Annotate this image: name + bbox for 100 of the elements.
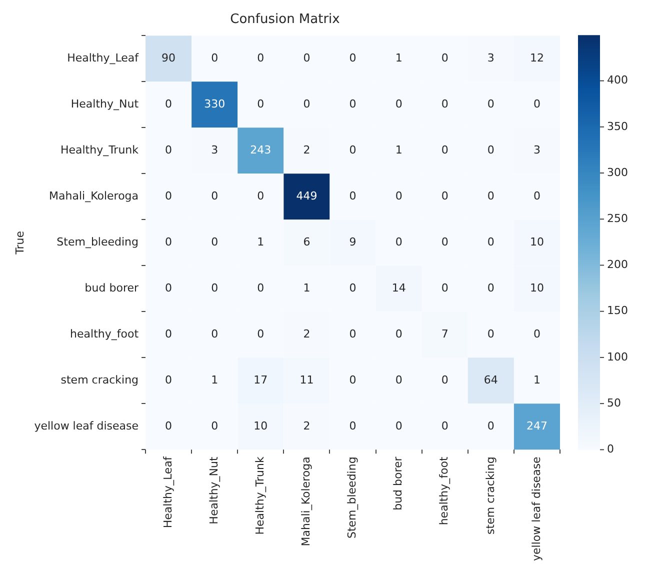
data-label: 0 bbox=[533, 189, 540, 202]
data-label: 0 bbox=[441, 97, 448, 110]
data-label: 1 bbox=[395, 143, 402, 156]
data-label: 0 bbox=[395, 97, 402, 110]
data-label: 0 bbox=[441, 51, 448, 64]
data-label: 0 bbox=[441, 189, 448, 202]
y-tick-label: healthy_foot bbox=[70, 328, 140, 341]
data-label: 90 bbox=[162, 51, 176, 64]
data-label: 247 bbox=[526, 420, 548, 433]
x-tick-label: Healthy_Nut bbox=[207, 456, 220, 524]
data-label: 0 bbox=[395, 236, 402, 248]
data-label: 0 bbox=[165, 282, 172, 295]
color-bar-label: 50 bbox=[607, 396, 621, 410]
data-label: 0 bbox=[349, 374, 356, 387]
x-tick-label: healthy_foot bbox=[438, 456, 451, 526]
data-label: 0 bbox=[349, 97, 356, 110]
data-label: 1 bbox=[395, 51, 402, 64]
data-label: 0 bbox=[257, 97, 264, 110]
color-bar-label: 350 bbox=[607, 120, 628, 133]
x-tick-label: bud borer bbox=[392, 456, 405, 510]
data-label: 6 bbox=[303, 236, 310, 248]
data-label: 14 bbox=[392, 282, 406, 295]
data-label: 0 bbox=[349, 328, 356, 341]
data-label: 0 bbox=[165, 328, 172, 341]
data-label: 0 bbox=[441, 143, 448, 156]
data-label: 0 bbox=[165, 143, 172, 156]
data-label: 0 bbox=[487, 282, 494, 295]
data-label: 10 bbox=[530, 282, 544, 295]
data-label: 2 bbox=[303, 143, 310, 156]
color-bar-label: 400 bbox=[607, 74, 628, 87]
color-bar-label: 100 bbox=[607, 350, 628, 364]
data-label: 0 bbox=[211, 328, 218, 341]
color-bar-label: 250 bbox=[607, 212, 628, 225]
y-tick-label: bud borer bbox=[84, 282, 139, 295]
data-label: 3 bbox=[487, 51, 494, 64]
data-label: 12 bbox=[530, 51, 544, 64]
data-label: 0 bbox=[165, 374, 172, 387]
color-bar-label: 150 bbox=[607, 304, 628, 318]
x-tick-label: Stem_bleeding bbox=[346, 456, 359, 539]
data-label: 0 bbox=[211, 420, 218, 433]
data-label: 7 bbox=[441, 328, 448, 341]
data-label: 1 bbox=[533, 374, 540, 387]
color-bar-label: 0 bbox=[607, 442, 614, 456]
data-label: 0 bbox=[487, 97, 494, 110]
y-tick-label: Stem_bleeding bbox=[56, 236, 139, 248]
y-tick-label: Healthy_Trunk bbox=[60, 143, 140, 156]
data-label: 0 bbox=[349, 143, 356, 156]
data-label: 2 bbox=[303, 420, 310, 433]
data-label: 0 bbox=[441, 374, 448, 387]
data-label: 0 bbox=[349, 420, 356, 433]
data-label: 0 bbox=[487, 328, 494, 341]
data-label: 0 bbox=[211, 189, 218, 202]
color-bar-label: 300 bbox=[607, 166, 628, 179]
data-label: 3 bbox=[211, 143, 218, 156]
data-label: 2 bbox=[303, 328, 310, 341]
data-label: 0 bbox=[487, 420, 494, 433]
y-tick-label: yellow leaf disease bbox=[34, 420, 139, 433]
data-label: 0 bbox=[303, 51, 310, 64]
data-label: 3 bbox=[533, 143, 540, 156]
data-label: 9 bbox=[349, 236, 356, 248]
data-label: 0 bbox=[257, 282, 264, 295]
data-label: 0 bbox=[349, 51, 356, 64]
data-label: 0 bbox=[533, 97, 540, 110]
data-label: 0 bbox=[165, 420, 172, 433]
data-label: 0 bbox=[395, 374, 402, 387]
data-label: 1 bbox=[257, 236, 264, 248]
data-label: 64 bbox=[484, 374, 498, 387]
data-label: 17 bbox=[254, 374, 268, 387]
y-tick-label: Healthy_Nut bbox=[70, 97, 140, 110]
data-label: 0 bbox=[395, 328, 402, 341]
x-tick-label: Healthy_Trunk bbox=[254, 456, 267, 535]
data-label: 11 bbox=[300, 374, 314, 387]
data-label: 0 bbox=[165, 97, 172, 110]
data-label: 0 bbox=[487, 236, 494, 248]
data-label: 0 bbox=[487, 143, 494, 156]
data-label: 449 bbox=[296, 189, 318, 202]
x-tick-label: Mahali_Koleroga bbox=[300, 456, 313, 546]
data-label: 0 bbox=[395, 189, 402, 202]
data-label: 0 bbox=[441, 420, 448, 433]
data-label: 0 bbox=[165, 189, 172, 202]
data-label: 0 bbox=[349, 189, 356, 202]
data-label: 0 bbox=[303, 97, 310, 110]
data-label: 10 bbox=[530, 236, 544, 248]
y-tick-label: Healthy_Leaf bbox=[67, 51, 140, 64]
data-label: 0 bbox=[211, 236, 218, 248]
data-label: 0 bbox=[441, 236, 448, 248]
x-tick-label: stem cracking bbox=[484, 456, 497, 534]
data-label: 330 bbox=[204, 97, 226, 110]
chart-title: Confusion Matrix bbox=[230, 12, 340, 28]
data-label: 10 bbox=[254, 420, 268, 433]
data-label: 0 bbox=[257, 189, 264, 202]
data-label: 1 bbox=[303, 282, 310, 295]
data-label: 0 bbox=[211, 51, 218, 64]
data-label: 0 bbox=[257, 51, 264, 64]
data-label: 0 bbox=[533, 328, 540, 341]
data-label: 0 bbox=[441, 282, 448, 295]
data-label: 0 bbox=[349, 282, 356, 295]
color-bar-label: 200 bbox=[607, 258, 628, 272]
data-label: 0 bbox=[165, 236, 172, 248]
data-label: 0 bbox=[487, 189, 494, 202]
